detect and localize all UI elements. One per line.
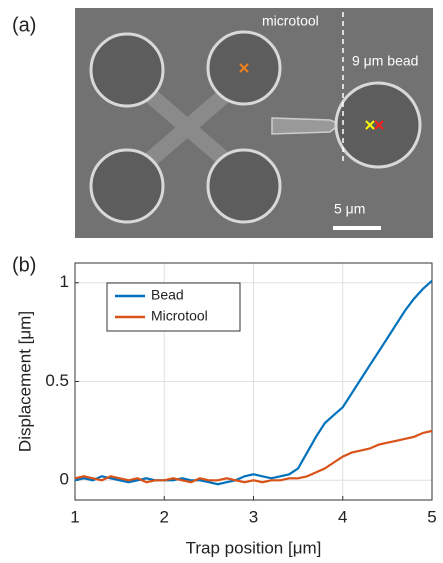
- panel-label: (a): [12, 14, 36, 36]
- panel-label: (b): [12, 254, 36, 276]
- scale-label: 5 μm: [334, 201, 365, 217]
- legend-label: Bead: [151, 287, 184, 303]
- figure: (a) microtool 9 μm bead 5 μm (b) 1 2 3 4 5 0 0…: [0, 0, 443, 563]
- bead-label: 9 μm bead: [352, 53, 418, 69]
- y-axis-label: Displacement [μm]: [15, 311, 34, 452]
- x-tick-label: 2: [160, 507, 169, 526]
- x-tick-label: 1: [70, 507, 79, 526]
- x-axis-label: Trap position [μm]: [186, 538, 322, 557]
- y-tick-label: 0: [60, 470, 69, 489]
- x-tick-label: 3: [249, 507, 258, 526]
- y-tick-label: 1: [60, 272, 69, 291]
- microscope-image: [75, 8, 433, 238]
- microtool-label: microtool: [262, 13, 319, 29]
- x-tick-label: 5: [427, 507, 436, 526]
- legend-label: Microtool: [151, 308, 208, 324]
- x-tick-label: 4: [338, 507, 347, 526]
- y-tick-label: 0.5: [45, 371, 69, 390]
